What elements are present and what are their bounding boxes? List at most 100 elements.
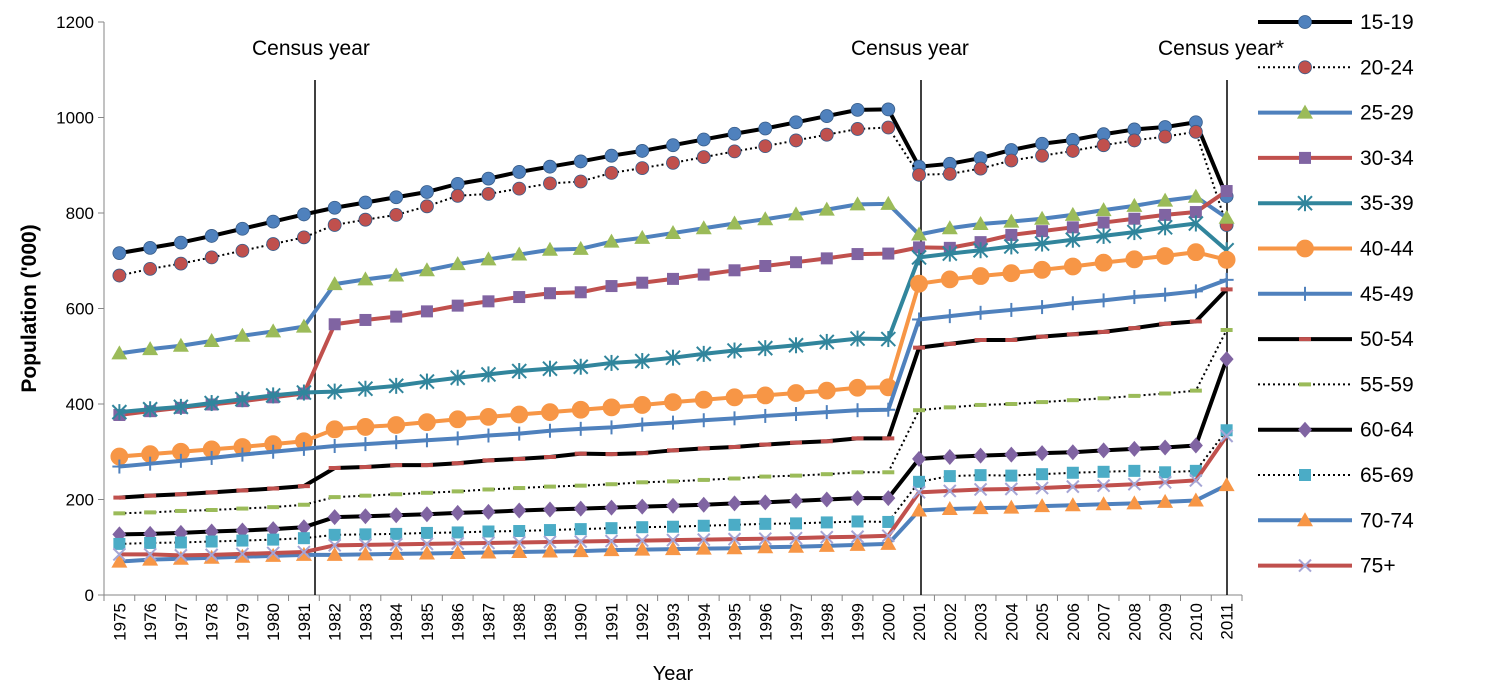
x-tick-label: 2003	[972, 603, 991, 641]
data-point	[1064, 497, 1081, 512]
data-point	[543, 159, 557, 174]
data-point	[1126, 495, 1143, 510]
data-point	[881, 402, 896, 417]
data-point	[541, 543, 558, 558]
data-point	[634, 229, 651, 244]
data-point	[942, 309, 957, 324]
data-point	[850, 122, 865, 136]
data-point	[636, 276, 649, 289]
legend-item: 65-69	[1258, 464, 1414, 487]
data-point	[1188, 284, 1203, 299]
data-point	[481, 428, 496, 443]
data-point	[818, 201, 835, 216]
census-year-label: Census year*	[1158, 37, 1284, 60]
data-point	[726, 215, 743, 230]
legend-marker	[1298, 558, 1312, 573]
x-tick-label: 1986	[449, 603, 468, 641]
data-point	[911, 502, 928, 517]
data-point	[943, 484, 957, 498]
x-tick-label: 1991	[602, 603, 621, 641]
census-year-label: Census year	[252, 37, 370, 60]
data-point	[543, 535, 557, 549]
data-point	[1157, 219, 1173, 236]
series-20-24	[112, 120, 1234, 283]
data-point	[512, 535, 526, 550]
data-point	[1004, 482, 1019, 496]
data-point	[1035, 136, 1049, 151]
data-point	[819, 333, 835, 350]
data-point	[267, 533, 280, 546]
legend-marker	[1297, 195, 1313, 212]
data-point	[142, 551, 159, 566]
data-point	[1219, 351, 1234, 368]
data-point	[573, 154, 588, 169]
data-point	[850, 490, 865, 507]
data-point	[726, 540, 743, 555]
x-tick-label: 2004	[1002, 603, 1021, 641]
x-axis-title: Year	[653, 663, 694, 685]
data-point	[604, 499, 619, 516]
data-point	[480, 251, 497, 266]
data-point	[697, 519, 710, 532]
legend-label: 55-59	[1360, 373, 1414, 396]
y-tick-label: 400	[66, 395, 94, 414]
data-point	[758, 531, 772, 546]
data-point	[542, 360, 558, 377]
data-point	[665, 225, 681, 240]
data-point	[1187, 492, 1204, 507]
data-point	[727, 532, 742, 546]
data-point	[204, 229, 219, 243]
data-point	[1065, 444, 1080, 461]
data-point	[1095, 202, 1112, 217]
data-point	[1158, 129, 1173, 144]
data-point	[327, 439, 342, 454]
data-point	[818, 537, 835, 552]
data-point	[759, 260, 772, 273]
data-point	[389, 190, 404, 205]
data-point	[328, 528, 341, 541]
legend-item: 35-39	[1258, 192, 1414, 215]
data-point	[696, 345, 712, 362]
data-point	[666, 155, 680, 170]
data-point	[265, 323, 282, 338]
data-point	[328, 318, 341, 331]
data-point	[512, 426, 527, 441]
data-point	[1157, 493, 1174, 508]
data-point	[1066, 221, 1079, 234]
data-point	[358, 437, 373, 452]
data-point	[1002, 264, 1021, 283]
legend-label: 30-34	[1360, 147, 1414, 170]
x-tick-label: 1981	[295, 603, 314, 641]
data-point	[449, 369, 466, 386]
data-point	[634, 353, 650, 370]
data-point	[1035, 148, 1049, 163]
data-point	[450, 504, 465, 521]
data-point	[574, 534, 588, 549]
data-point	[543, 287, 556, 300]
data-point	[820, 516, 833, 529]
data-point	[143, 547, 157, 562]
data-point	[695, 220, 712, 235]
data-point	[728, 518, 741, 531]
data-point	[1035, 300, 1050, 315]
data-point	[295, 318, 312, 333]
series-60-64	[112, 351, 1234, 543]
data-point	[605, 522, 618, 535]
data-point	[327, 509, 342, 526]
data-point	[511, 246, 528, 261]
data-point	[174, 548, 188, 563]
data-point	[819, 127, 834, 142]
series-45-49	[112, 272, 1234, 474]
x-tick-label: 1979	[233, 603, 252, 641]
data-point	[789, 407, 804, 422]
data-point	[694, 390, 713, 409]
data-point	[942, 166, 957, 181]
data-point	[604, 420, 619, 435]
data-point	[111, 404, 128, 421]
data-point	[1096, 442, 1111, 459]
data-point	[203, 332, 220, 347]
series-55-59	[113, 327, 1233, 516]
data-point	[418, 545, 435, 560]
data-point	[789, 133, 803, 148]
data-point	[357, 271, 374, 286]
